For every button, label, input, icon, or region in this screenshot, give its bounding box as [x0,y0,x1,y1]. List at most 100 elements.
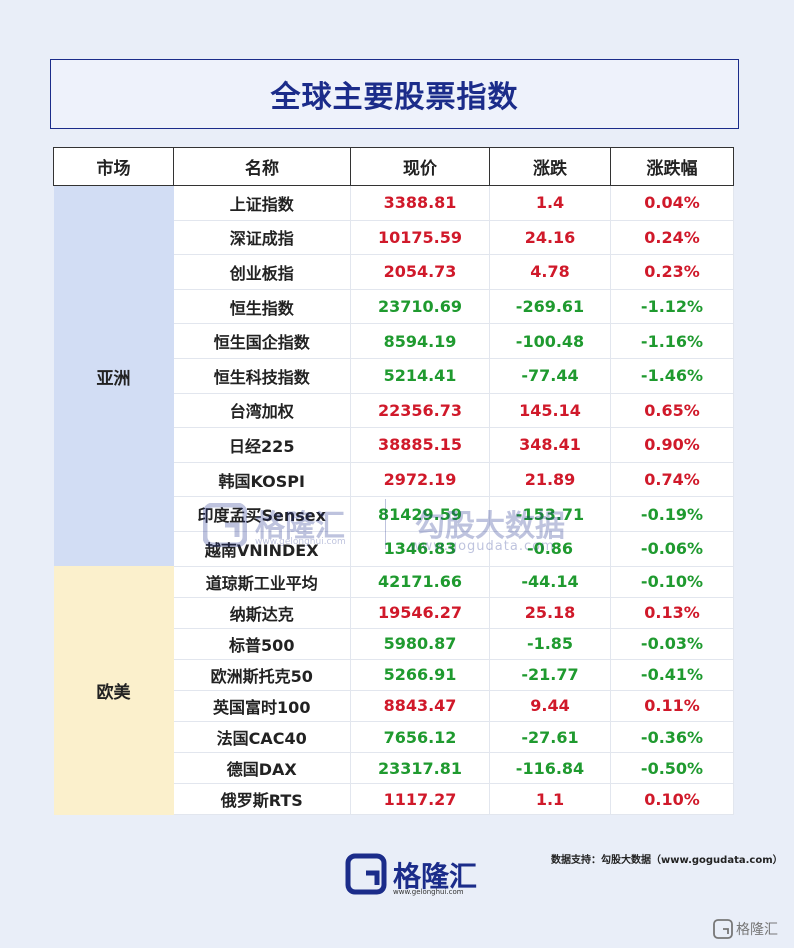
table-row: 纳斯达克 19546.27 25.18 0.13% [54,597,734,629]
table-row: 英国富时100 8843.47 9.44 0.11% [54,690,734,723]
change-cell: -116.84 [489,752,611,785]
change-cell: 1.4 [489,185,611,221]
price-cell: 1117.27 [350,783,490,816]
change-cell: 24.16 [489,220,611,256]
page-title: 全球主要股票指数 [270,80,519,115]
change-cell: -1.85 [489,628,611,660]
change-cell: 145.14 [489,393,611,429]
price-cell: 5266.91 [350,659,490,691]
table-row: 创业板指 2054.73 4.78 0.23% [54,254,734,290]
pct-cell: 0.24% [610,220,734,256]
pct-cell: -1.16% [610,323,734,359]
change-cell: 1.1 [489,783,611,816]
pct-cell: 0.65% [610,393,734,429]
pct-cell: 0.04% [610,185,734,221]
pct-cell: -0.03% [610,628,734,660]
name-cell: 法国CAC40 [173,721,351,754]
region-cell: 亚洲 [53,185,174,567]
price-cell: 81429.59 [350,496,490,532]
name-cell: 英国富时100 [173,690,351,723]
logo-text: 格隆汇 [393,860,478,893]
name-cell: 韩国KOSPI [173,462,351,498]
table-row: 日经225 38885.15 348.41 0.90% [54,427,734,463]
corner-text: 格隆汇 [736,922,778,938]
header-market: 市场 [53,147,174,186]
pct-cell: 0.74% [610,462,734,498]
name-cell: 恒生科技指数 [173,358,351,394]
name-cell: 上证指数 [173,185,351,221]
pct-cell: -0.19% [610,496,734,532]
table-row: 恒生科技指数 5214.41 -77.44 -1.46% [54,358,734,394]
price-cell: 2054.73 [350,254,490,290]
change-cell: 21.89 [489,462,611,498]
price-cell: 23317.81 [350,752,490,785]
price-cell: 5214.41 [350,358,490,394]
price-cell: 38885.15 [350,427,490,463]
name-cell: 创业板指 [173,254,351,290]
header-price: 现价 [350,147,490,186]
table-row: 韩国KOSPI 2972.19 21.89 0.74% [54,462,734,498]
name-cell: 欧洲斯托克50 [173,659,351,691]
price-cell: 8843.47 [350,690,490,723]
header-change: 涨跌 [489,147,611,186]
header-name: 名称 [173,147,351,186]
pct-cell: 0.90% [610,427,734,463]
region-cell: 欧美 [53,566,174,815]
price-cell: 3388.81 [350,185,490,221]
change-cell: -77.44 [489,358,611,394]
name-cell: 德国DAX [173,752,351,785]
table-header-row: 市场 名称 现价 涨跌 涨跌幅 [53,147,734,186]
table-row: 欧美 道琼斯工业平均 42171.66 -44.14 -0.10% [53,566,734,815]
change-cell: -27.61 [489,721,611,754]
table-row: 印度孟买Sensex 81429.59 -153.71 -0.19% [54,496,734,532]
price-cell: 42171.66 [350,566,490,598]
price-cell: 5980.87 [350,628,490,660]
name-cell: 俄罗斯RTS [173,783,351,816]
name-cell: 纳斯达克 [173,597,351,629]
name-cell: 越南VNINDEX [173,531,351,567]
data-source-note: 数据支持：勾股大数据（www.gogudata.com） [551,855,783,866]
name-cell: 深证成指 [173,220,351,256]
name-cell: 恒生指数 [173,289,351,325]
pct-cell: -0.36% [610,721,734,754]
pct-cell: 0.10% [610,783,734,816]
table-row: 标普500 5980.87 -1.85 -0.03% [54,628,734,660]
index-table: 市场 名称 现价 涨跌 涨跌幅 亚洲 上证指数 3388.81 1.4 0.04% 深证成… [53,147,734,816]
table-row: 法国CAC40 7656.12 -27.61 -0.36% [54,721,734,754]
table-row: 恒生指数 23710.69 -269.61 -1.12% [54,289,734,325]
price-cell: 23710.69 [350,289,490,325]
change-cell: -269.61 [489,289,611,325]
pct-cell: -0.10% [610,566,734,598]
name-cell: 日经225 [173,427,351,463]
pct-cell: -0.50% [610,752,734,785]
change-cell: -0.86 [489,531,611,567]
pct-cell: -0.06% [610,531,734,567]
name-cell: 标普500 [173,628,351,660]
pct-cell: -1.46% [610,358,734,394]
name-cell: 台湾加权 [173,393,351,429]
change-cell: -100.48 [489,323,611,359]
name-cell: 恒生国企指数 [173,323,351,359]
name-cell: 道琼斯工业平均 [173,566,351,598]
logo-url: www.gelonghui.com [393,888,464,896]
index-table-wrapper: 市场 名称 现价 涨跌 涨跌幅 亚洲 上证指数 3388.81 1.4 0.04% 深证成… [53,147,734,816]
table-row: 欧洲斯托克50 5266.91 -21.77 -0.41% [54,659,734,691]
pct-cell: -0.41% [610,659,734,691]
price-cell: 19546.27 [350,597,490,629]
table-row: 俄罗斯RTS 1117.27 1.1 0.10% [54,783,734,816]
table-row: 德国DAX 23317.81 -116.84 -0.50% [54,752,734,785]
pct-cell: 0.11% [610,690,734,723]
name-cell: 印度孟买Sensex [173,496,351,532]
change-cell: -153.71 [489,496,611,532]
corner-watermark: 格隆汇 [713,918,778,940]
gelonghui-corner-icon [713,919,733,939]
pct-cell: 0.23% [610,254,734,290]
table-row: 越南VNINDEX 1346.83 -0.86 -0.06% [54,531,734,567]
change-cell: -21.77 [489,659,611,691]
table-body: 亚洲 上证指数 3388.81 1.4 0.04% 深证成指 10175.59 24.16 0.… [53,185,734,816]
price-cell: 22356.73 [350,393,490,429]
pct-cell: 0.13% [610,597,734,629]
change-cell: 348.41 [489,427,611,463]
table-row: 深证成指 10175.59 24.16 0.24% [54,220,734,256]
change-cell: 25.18 [489,597,611,629]
